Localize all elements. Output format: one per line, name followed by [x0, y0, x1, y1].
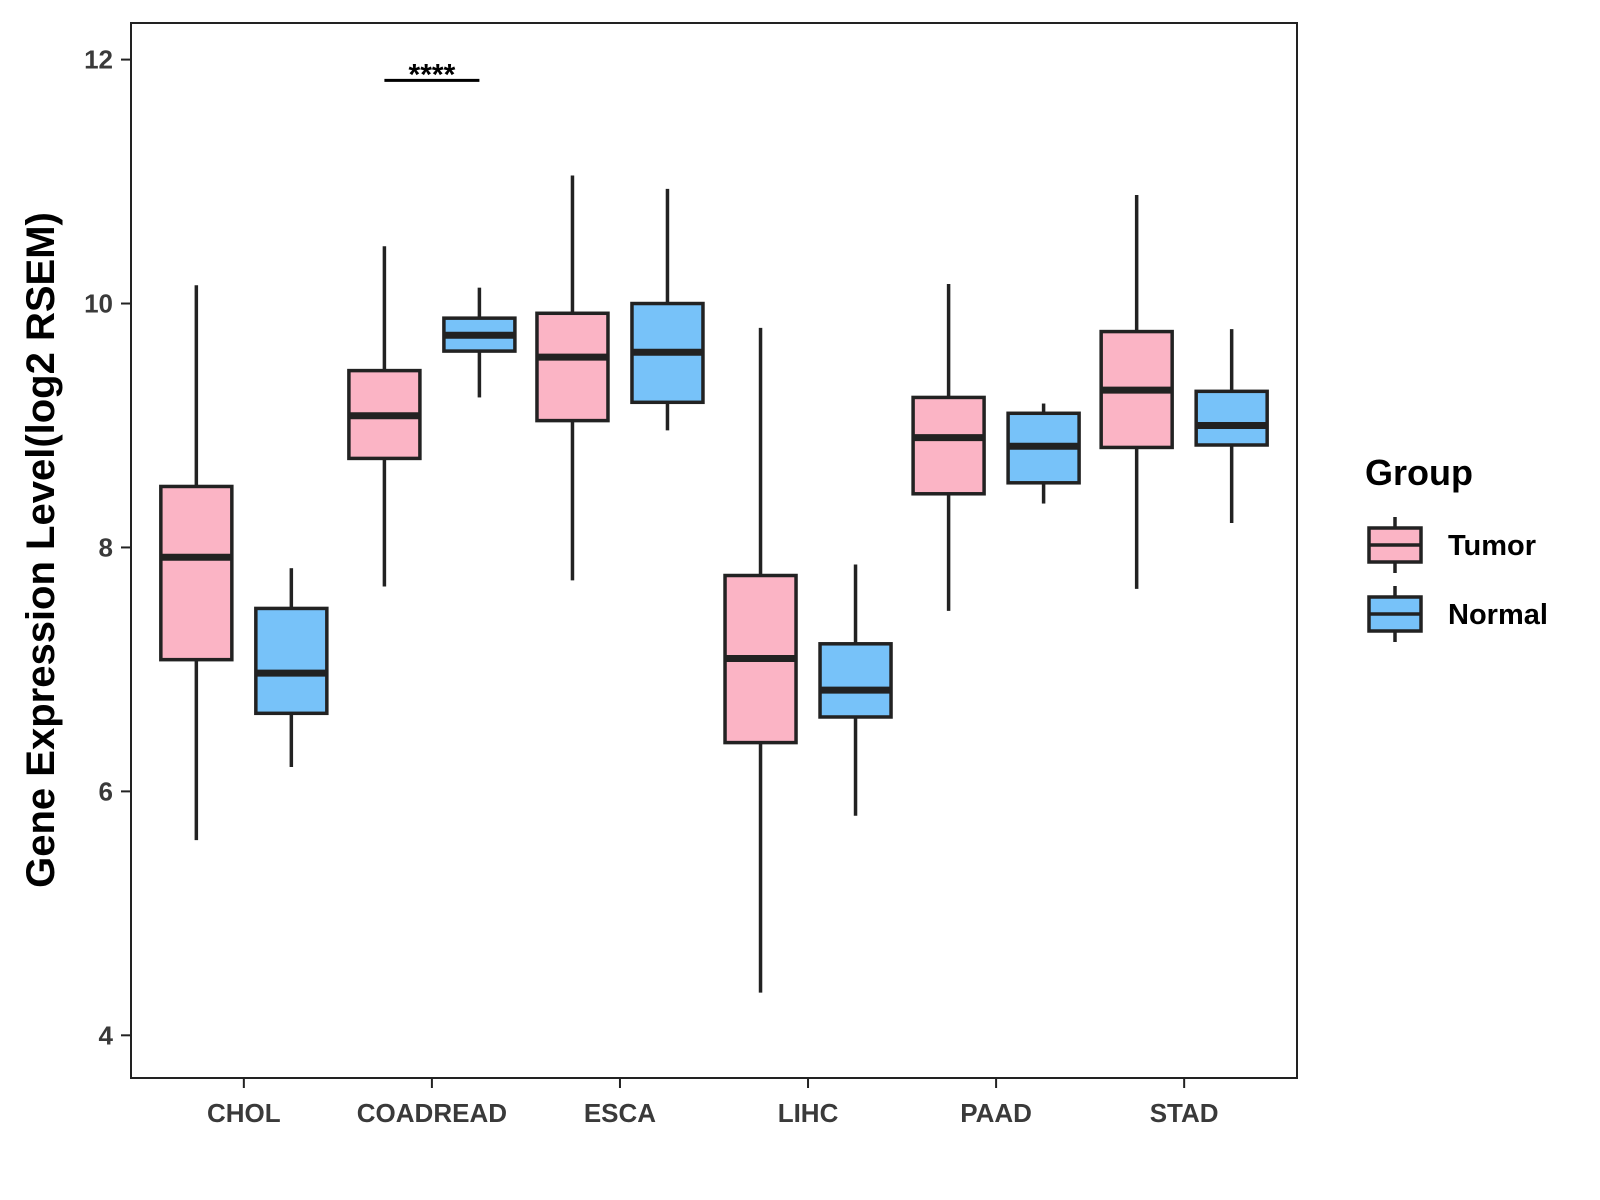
box-normal-lihc: [818, 564, 893, 816]
box-tumor-stad: [1099, 194, 1174, 589]
y-tick-label: 8: [99, 532, 113, 562]
legend-label-normal: Normal: [1448, 599, 1548, 631]
x-tick-label-coadread: COADREAD: [357, 1098, 507, 1128]
iqr-box: [254, 606, 329, 716]
iqr-box: [911, 395, 986, 496]
box-normal-paad: [1006, 403, 1081, 504]
legend-item-normal: Normal: [1367, 586, 1548, 642]
y-axis-title: Gene Expression Level(log2 RSEM): [19, 212, 63, 888]
y-tick-label: 4: [99, 1020, 114, 1050]
box-tumor-coadread: [347, 246, 422, 587]
y-tick-label: 10: [84, 289, 113, 319]
x-tick-label-esca: ESCA: [584, 1098, 656, 1128]
box-tumor-esca: [535, 175, 610, 581]
box-normal-esca: [630, 188, 705, 431]
y-tick-label: 6: [99, 776, 113, 806]
boxes-layer: [159, 175, 1269, 993]
legend-item-tumor: Tumor: [1367, 517, 1536, 573]
box-tumor-paad: [911, 284, 986, 611]
plot-panel-border: [130, 22, 1298, 1079]
box-tumor-lihc: [723, 327, 798, 993]
box-normal-chol: [254, 568, 329, 767]
iqr-box: [1194, 389, 1269, 447]
significance-annotations: ****: [384, 58, 480, 91]
x-axis: CHOL COADREAD ESCA LIHC PAAD STAD: [207, 1078, 1219, 1128]
legend-label-tumor: Tumor: [1448, 530, 1536, 562]
iqr-box: [535, 311, 610, 423]
iqr-box: [818, 642, 893, 719]
box-tumor-chol: [159, 285, 234, 841]
x-tick-label-chol: CHOL: [207, 1098, 281, 1128]
significance-label: ****: [409, 58, 456, 91]
y-tick-label: 12: [84, 45, 113, 75]
legend: Group Tumor Normal: [1365, 452, 1548, 642]
box-normal-stad: [1194, 329, 1269, 524]
box-normal-coadread: [442, 287, 517, 398]
y-axis: 4 6 8 10 12: [84, 45, 131, 1050]
legend-title: Group: [1365, 452, 1473, 493]
x-tick-label-lihc: LIHC: [778, 1098, 839, 1128]
x-tick-label-paad: PAAD: [960, 1098, 1032, 1128]
x-tick-label-stad: STAD: [1150, 1098, 1219, 1128]
iqr-box: [159, 484, 234, 662]
